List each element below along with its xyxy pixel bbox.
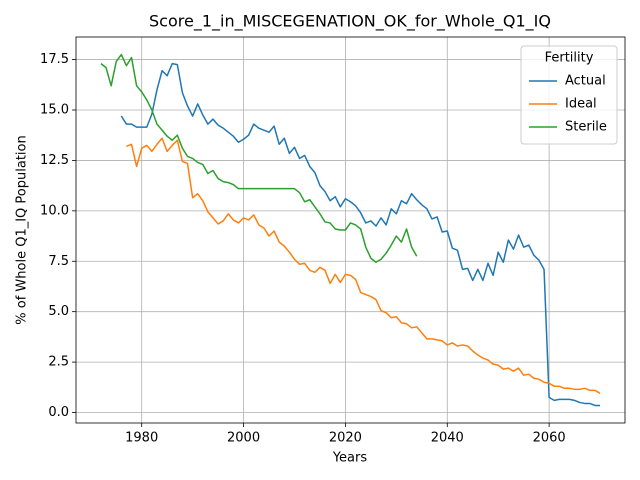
x-axis-label: Years — [332, 451, 368, 466]
y-tick-label: 5.0 — [48, 304, 69, 319]
legend-box — [520, 45, 618, 145]
x-tick-label: 2040 — [431, 431, 464, 446]
data-line — [126, 137, 601, 394]
y-tick-label: 15.0 — [40, 103, 69, 118]
x-tick-label: 1980 — [125, 431, 158, 446]
y-tick-label: 7.5 — [48, 254, 69, 269]
chart-title: Score_1_in_MISCEGENATION_OK_for_Whole_Q1… — [149, 12, 551, 32]
legend-label: Ideal — [565, 97, 597, 112]
x-tick-label: 2000 — [227, 431, 260, 446]
y-tick-label: 10.0 — [40, 203, 69, 218]
data-line — [120, 62, 601, 407]
y-tick-label: 17.5 — [40, 52, 69, 67]
axes-frame — [75, 36, 626, 424]
legend: Fertility Actual Ideal Sterile — [520, 45, 618, 145]
y-axis-label: % of Whole Q1_IQ Population — [15, 135, 30, 324]
y-tick-label: 0.0 — [48, 405, 69, 420]
legend-label: Sterile — [565, 120, 607, 135]
data-line — [100, 53, 418, 264]
x-tick-label: 2060 — [533, 431, 566, 446]
legend-label: Actual — [565, 74, 606, 89]
y-tick-label: 2.5 — [48, 355, 69, 370]
legend-title: Fertility — [545, 51, 594, 66]
y-tick-label: 12.5 — [40, 153, 69, 168]
x-tick-label: 2020 — [329, 431, 362, 446]
